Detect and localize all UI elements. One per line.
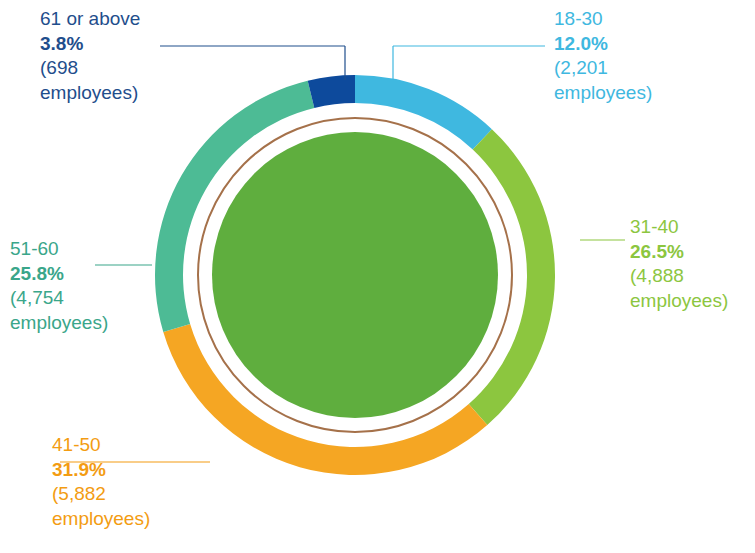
svg-text:41-5031.9%(5,882employees): 41-5031.9%(5,882employees) (52, 434, 150, 529)
svg-text:61 or above3.8%(698employees): 61 or above3.8%(698employees) (40, 8, 140, 103)
svg-text:31-4026.5%(4,888employees): 31-4026.5%(4,888employees) (630, 216, 728, 311)
svg-text:51-6025.8%(4,754employees): 51-6025.8%(4,754employees) (10, 238, 108, 333)
svg-text:18-3012.0%(2,201employees): 18-3012.0%(2,201employees) (554, 8, 652, 103)
